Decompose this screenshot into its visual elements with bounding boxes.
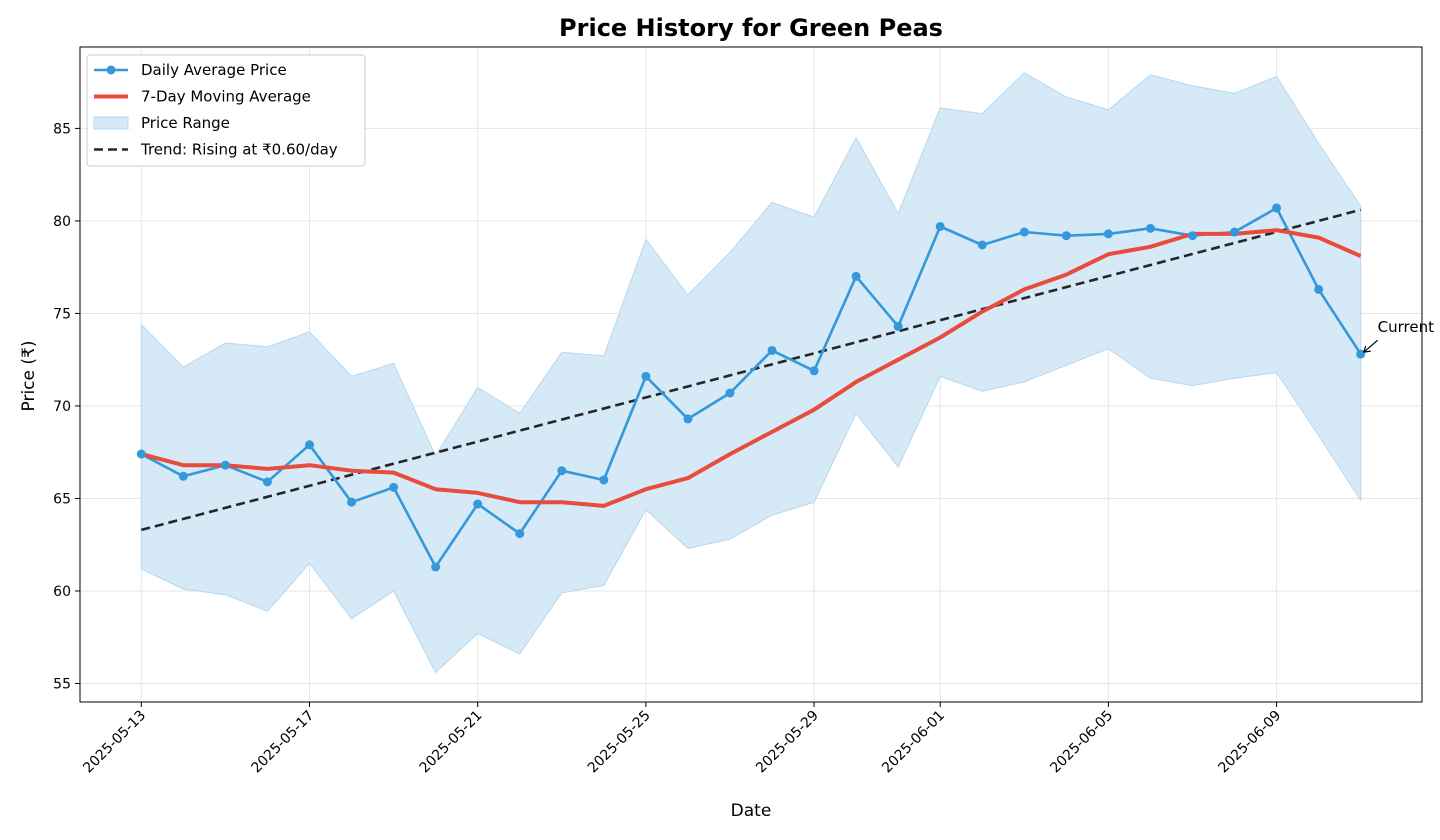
daily-price-point [935, 221, 945, 231]
daily-price-point [1272, 203, 1282, 213]
legend-range-label: Price Range [141, 114, 230, 132]
legend-moving-average-label: 7-Day Moving Average [141, 88, 311, 106]
daily-price-point [1187, 231, 1197, 241]
daily-price-point [1019, 227, 1029, 237]
legend-daily-marker [106, 65, 116, 75]
x-axis-title: Date [731, 801, 772, 821]
daily-price-point [178, 471, 188, 481]
daily-price-point [262, 477, 272, 487]
daily-price-point [599, 475, 609, 485]
daily-price-point [1230, 227, 1240, 237]
legend-box [86, 54, 366, 167]
annotation-layer: Current [1363, 318, 1434, 353]
daily-price-point [557, 466, 567, 476]
daily-price-point [431, 562, 441, 572]
legend: Daily Average Price 7-Day Moving Average P… [86, 54, 366, 167]
daily-price-point [977, 240, 987, 250]
daily-price-point [1314, 284, 1324, 294]
y-axis-title: Price (₹) [19, 341, 39, 412]
daily-price-point [515, 529, 525, 539]
daily-price-point [725, 388, 735, 398]
daily-price-point [136, 449, 146, 459]
annotation-arrow [1363, 339, 1379, 353]
y-tick-label: 60 [53, 584, 71, 600]
daily-price-point [767, 345, 777, 355]
daily-price-point [1356, 349, 1366, 359]
legend-range-swatch [93, 116, 129, 130]
daily-price-point [347, 497, 357, 507]
daily-price-point [220, 460, 230, 470]
plot-frame [79, 46, 1423, 703]
legend-daily-label: Daily Average Price [141, 61, 287, 79]
legend-trend-label: Trend: Rising at ₹0.60/day [140, 141, 338, 159]
annotation-current-label: Current [1378, 318, 1434, 336]
y-tick-label: 70 [53, 399, 71, 415]
moving-average-line [140, 228, 1362, 508]
daily-price-point [851, 271, 861, 281]
daily-price-point [893, 321, 903, 331]
y-tick-label: 65 [53, 491, 71, 507]
daily-price-point [641, 371, 651, 381]
daily-price-point [1103, 229, 1113, 239]
daily-price-line [140, 206, 1362, 569]
plot-layer [136, 72, 1366, 674]
daily-price-point [1061, 231, 1071, 241]
daily-price-point [809, 366, 819, 376]
daily-price-point [305, 440, 315, 450]
y-tick-label: 75 [53, 306, 71, 322]
y-tick-label: 80 [53, 214, 71, 230]
daily-price-point [1145, 223, 1155, 233]
daily-price-point [683, 414, 693, 424]
y-tick-label: 55 [53, 676, 71, 692]
y-tick-label: 85 [53, 121, 71, 137]
annotation-arrowhead [1363, 345, 1371, 353]
daily-price-point [473, 499, 483, 509]
daily-price-point [389, 482, 399, 492]
chart-title: Price History for Green Peas [559, 14, 943, 42]
